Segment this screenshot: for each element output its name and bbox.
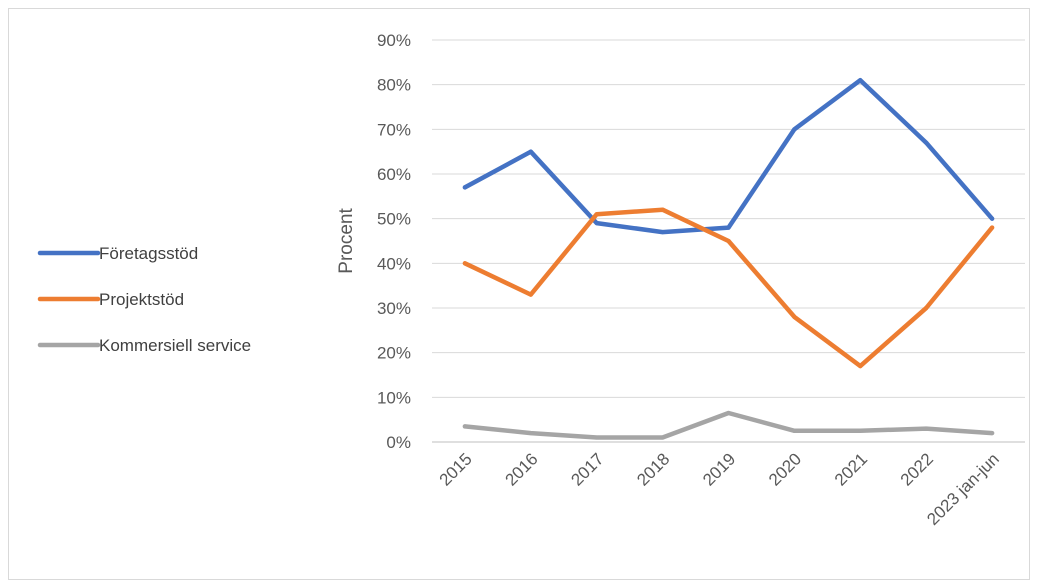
x-tick-label: 2020 <box>765 449 805 489</box>
series-line-1 <box>462 77 995 235</box>
gridlines <box>432 39 1025 443</box>
data-point <box>792 314 797 319</box>
y-tick-label: 10% <box>377 388 411 407</box>
data-point <box>792 127 797 132</box>
data-point <box>594 435 599 440</box>
y-tick-label: 30% <box>377 299 411 318</box>
data-point <box>924 306 929 310</box>
data-point <box>990 216 995 221</box>
x-tick-label: 2018 <box>633 449 673 489</box>
x-tick-label: 2019 <box>699 449 739 489</box>
data-point <box>462 261 467 266</box>
data-point <box>924 426 929 431</box>
data-point <box>858 78 863 83</box>
y-tick-label: 90% <box>377 31 411 50</box>
data-point <box>924 140 929 145</box>
series-line-2 <box>462 207 995 369</box>
data-point <box>462 185 467 190</box>
data-point <box>528 149 533 154</box>
data-point <box>792 428 797 433</box>
y-tick-label: 80% <box>377 76 411 95</box>
y-tick-label: 40% <box>377 254 411 273</box>
chart-frame <box>8 8 1030 580</box>
data-point <box>726 225 731 230</box>
data-point <box>858 364 863 369</box>
legend: Företagsstöd Projektstöd Kommersiell servi… <box>37 244 251 355</box>
x-tick-label: 2015 <box>436 449 476 489</box>
series-lines <box>462 77 995 440</box>
x-tick-label: 2016 <box>501 449 541 489</box>
data-point <box>594 212 599 217</box>
y-tick-label: 60% <box>377 165 411 184</box>
data-point <box>726 410 731 415</box>
legend-label: Företagsstöd <box>99 244 198 263</box>
data-point <box>858 428 863 433</box>
y-tick-label: 70% <box>377 120 411 139</box>
x-tick-label: 2017 <box>567 449 607 489</box>
y-axis-title: Procent <box>336 208 357 274</box>
data-point <box>990 225 995 230</box>
data-point <box>726 239 731 243</box>
y-tick-label: 0% <box>386 433 411 452</box>
x-tick-label: 2022 <box>897 449 937 489</box>
data-point <box>594 221 599 226</box>
data-point <box>660 230 665 235</box>
y-tick-label: 50% <box>377 210 411 229</box>
y-axis-ticks: 0% 10% 20% 30% 40% 50% 60% 70% 80% 90% <box>377 31 411 452</box>
data-point <box>528 431 533 436</box>
data-point <box>990 431 995 436</box>
legend-label: Kommersiell service <box>99 336 251 355</box>
legend-label: Projektstöd <box>99 290 184 309</box>
data-point <box>660 207 665 212</box>
y-tick-label: 20% <box>377 344 411 363</box>
series-line-3 <box>462 410 995 440</box>
data-point <box>528 292 533 297</box>
x-tick-label: 2021 <box>831 449 871 489</box>
data-point <box>660 435 665 440</box>
data-point <box>462 424 467 429</box>
